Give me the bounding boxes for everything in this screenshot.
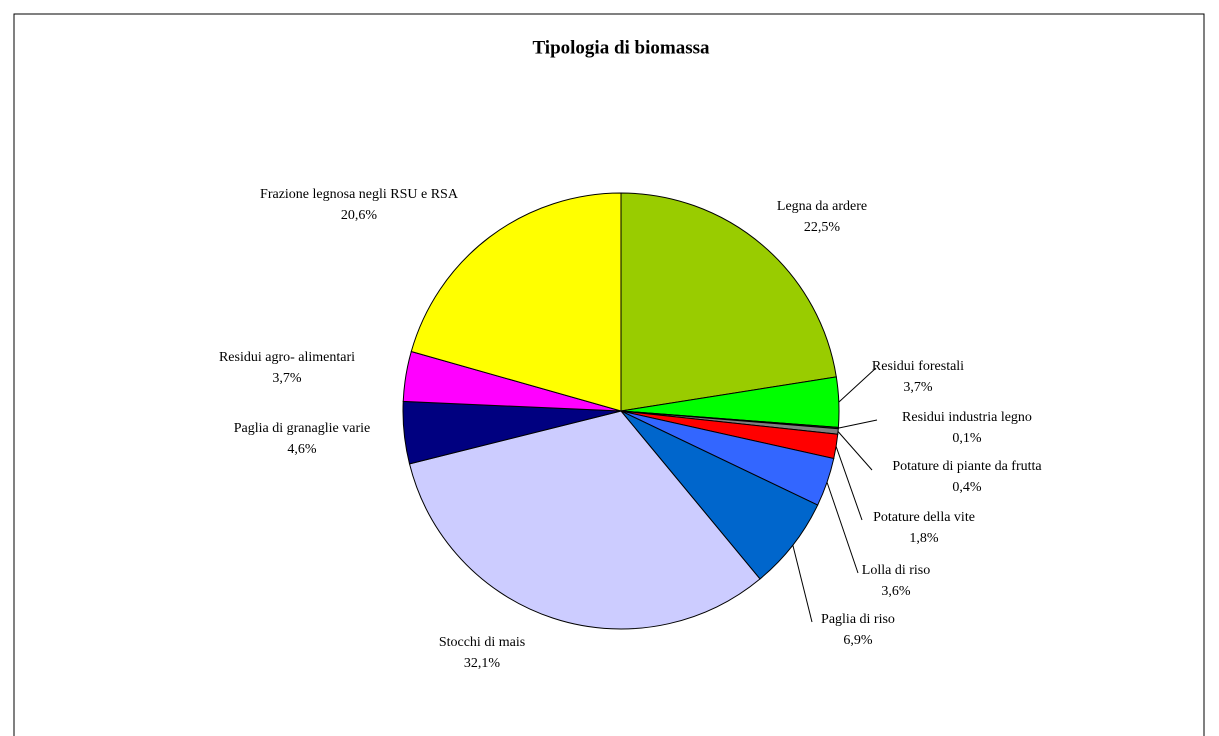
slice-label: Potature della vite xyxy=(873,510,975,525)
leader-line xyxy=(838,419,878,429)
slice-label: Potature di piante da frutta xyxy=(892,459,1042,474)
slice-value-label: 3,7% xyxy=(272,371,302,386)
slice-value-label: 22,5% xyxy=(804,220,841,235)
slice-label: Residui agro- alimentari xyxy=(219,350,355,365)
slice-label: Paglia di granaglie varie xyxy=(234,421,370,436)
slice-label: Stocchi di mais xyxy=(439,635,525,650)
pie-slice xyxy=(410,192,622,412)
pie-slice xyxy=(408,410,761,630)
slice-label: Paglia di riso xyxy=(821,612,895,627)
slice-value-label: 32,1% xyxy=(464,656,501,671)
slice-value-label: 3,6% xyxy=(881,584,911,599)
pie-slice xyxy=(620,192,837,412)
leader-line xyxy=(838,367,877,403)
slice-value-label: 0,1% xyxy=(952,431,982,446)
slice-label: Frazione legnosa negli RSU e RSA xyxy=(260,187,459,202)
slice-value-label: 20,6% xyxy=(341,208,378,223)
slice-value-label: 3,7% xyxy=(903,380,933,395)
slice-label: Residui industria legno xyxy=(902,410,1032,425)
leader-line xyxy=(835,446,863,521)
slice-value-label: 4,6% xyxy=(287,442,317,457)
slice-value-label: 1,8% xyxy=(909,531,939,546)
slice-label: Lolla di riso xyxy=(862,563,930,578)
slice-value-label: 0,4% xyxy=(952,480,982,495)
leader-line xyxy=(792,545,813,623)
slice-label: Legna da ardere xyxy=(777,199,867,214)
slice-value-label: 6,9% xyxy=(843,633,873,648)
chart-title: Tipologia di biomassa xyxy=(532,37,710,58)
leader-line xyxy=(837,431,873,471)
slice-label: Residui forestali xyxy=(872,359,964,374)
leader-line xyxy=(826,482,859,574)
